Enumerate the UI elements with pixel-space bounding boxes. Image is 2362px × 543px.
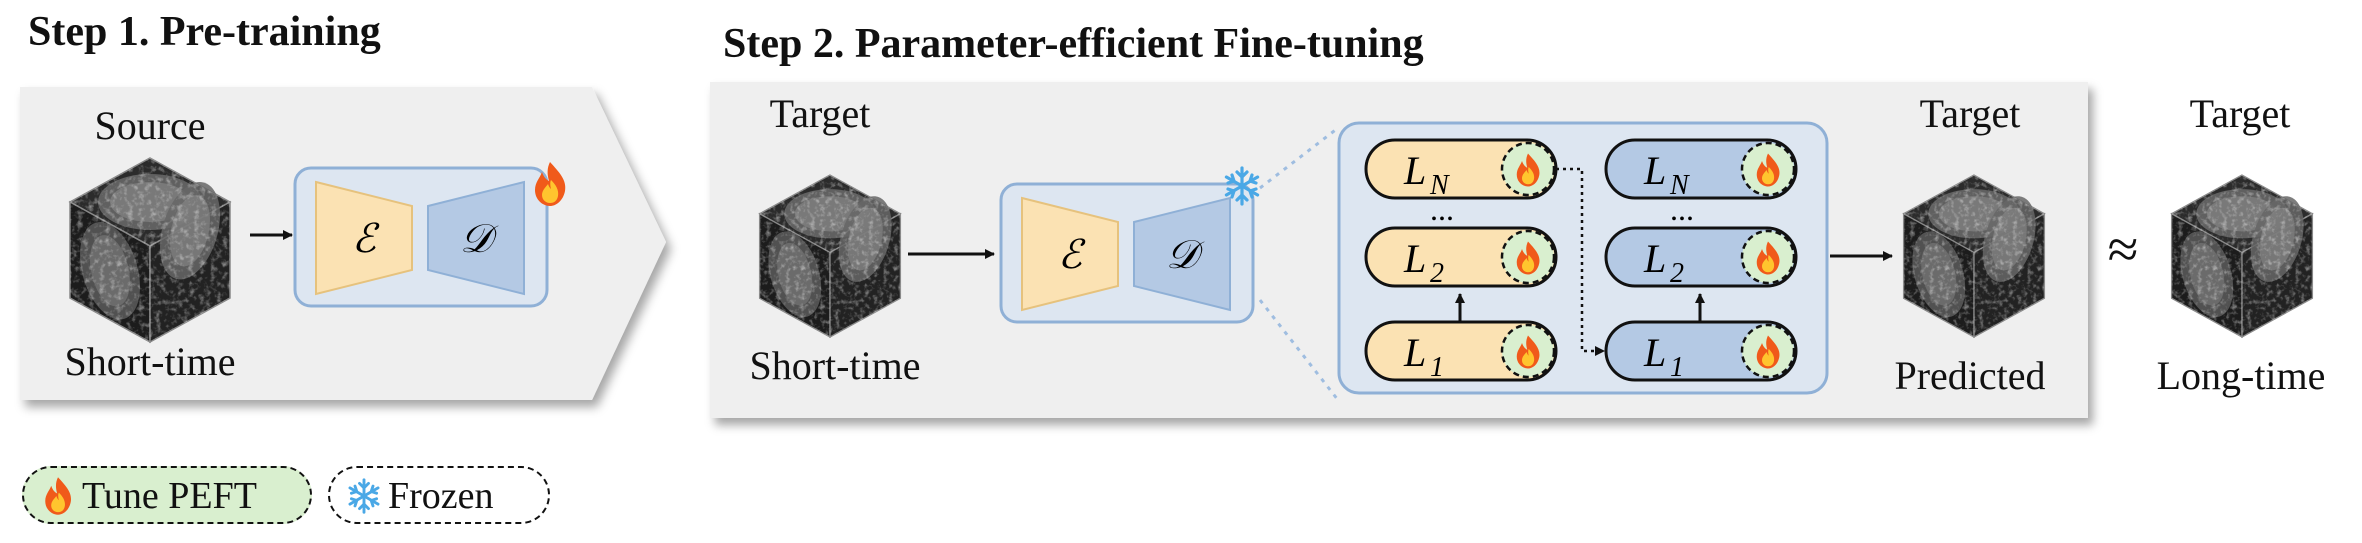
step2-model: ℰ 𝒟 bbox=[999, 166, 1260, 324]
step2-output-cube bbox=[1884, 164, 2064, 354]
svg-text:1: 1 bbox=[1670, 352, 1684, 383]
step1-arrow bbox=[250, 230, 293, 240]
decoder-block bbox=[427, 180, 525, 296]
step2-input-cube bbox=[740, 164, 920, 354]
brain-volume-cube-icon bbox=[760, 175, 901, 337]
svg-text:L: L bbox=[1403, 148, 1426, 193]
ground-truth-cube bbox=[2152, 164, 2332, 354]
encoder-block bbox=[315, 180, 413, 296]
step2-input-top-label: Target bbox=[769, 91, 871, 136]
legend-tune: Tune PEFT bbox=[22, 466, 312, 524]
zoom-lines bbox=[1258, 126, 1340, 401]
right-layer-2: L 2 bbox=[1604, 226, 1798, 289]
brain-volume-cube-icon bbox=[2172, 175, 2313, 337]
ground-truth-bottom-label: Long-time bbox=[2156, 353, 2326, 398]
svg-text:L: L bbox=[1643, 236, 1666, 281]
step2-heading: Step 2. Parameter-efficient Fine-tuning bbox=[723, 21, 1424, 67]
svg-text:1: 1 bbox=[1430, 352, 1444, 383]
legend-frozen: Frozen bbox=[328, 466, 550, 524]
left-layer-n: L N bbox=[1364, 138, 1558, 201]
flame-icon bbox=[535, 162, 566, 206]
flame-icon bbox=[45, 477, 72, 515]
step1-source-label: Source bbox=[94, 103, 206, 148]
svg-text:2: 2 bbox=[1670, 258, 1684, 289]
brain-volume-cube-icon bbox=[1904, 175, 2045, 337]
svg-text:L: L bbox=[1403, 236, 1426, 281]
step2-output-top-label: Target bbox=[1919, 91, 2021, 136]
svg-text:N: N bbox=[1669, 170, 1690, 201]
decoder-block bbox=[1133, 196, 1231, 312]
svg-text:L: L bbox=[1643, 330, 1666, 375]
snowflake-icon bbox=[348, 478, 380, 514]
left-layer-ellipsis: ... bbox=[1430, 191, 1454, 227]
right-layer-n: L N bbox=[1604, 138, 1798, 201]
step1-volume-cube bbox=[50, 150, 250, 350]
left-layer-2: L 2 bbox=[1364, 226, 1558, 289]
peft-layers-box: L N ... L 2 L 1 L N ... L 2 L bbox=[1337, 121, 1829, 395]
legend-frozen-label: Frozen bbox=[388, 475, 494, 517]
left-layer-1: L 1 bbox=[1364, 320, 1558, 383]
svg-text:N: N bbox=[1429, 170, 1450, 201]
step1-heading: Step 1. Pre-training bbox=[28, 9, 381, 55]
right-layer-1: L 1 bbox=[1604, 320, 1798, 383]
svg-text:2: 2 bbox=[1430, 258, 1444, 289]
legend-tune-label: Tune PEFT bbox=[82, 475, 257, 517]
ground-truth-top-label: Target bbox=[2189, 91, 2291, 136]
encoder-symbol: ℰ bbox=[352, 216, 380, 261]
step1-model: ℰ 𝒟 bbox=[293, 162, 566, 308]
approx-symbol: ≈ bbox=[2107, 219, 2139, 281]
svg-text:L: L bbox=[1403, 330, 1426, 375]
right-layer-ellipsis: ... bbox=[1670, 191, 1694, 227]
skip-connector bbox=[1556, 167, 1605, 356]
encoder-symbol: ℰ bbox=[1058, 232, 1086, 277]
brain-volume-cube-icon bbox=[70, 158, 230, 342]
step2-output-bottom-label: Predicted bbox=[1894, 353, 2046, 398]
step1-input-label: Short-time bbox=[64, 339, 236, 384]
svg-text:L: L bbox=[1643, 148, 1666, 193]
step2-input-arrow bbox=[908, 249, 995, 259]
step2-input-bottom-label: Short-time bbox=[749, 343, 921, 388]
encoder-block bbox=[1021, 196, 1119, 312]
step2-output-arrow bbox=[1830, 251, 1893, 261]
